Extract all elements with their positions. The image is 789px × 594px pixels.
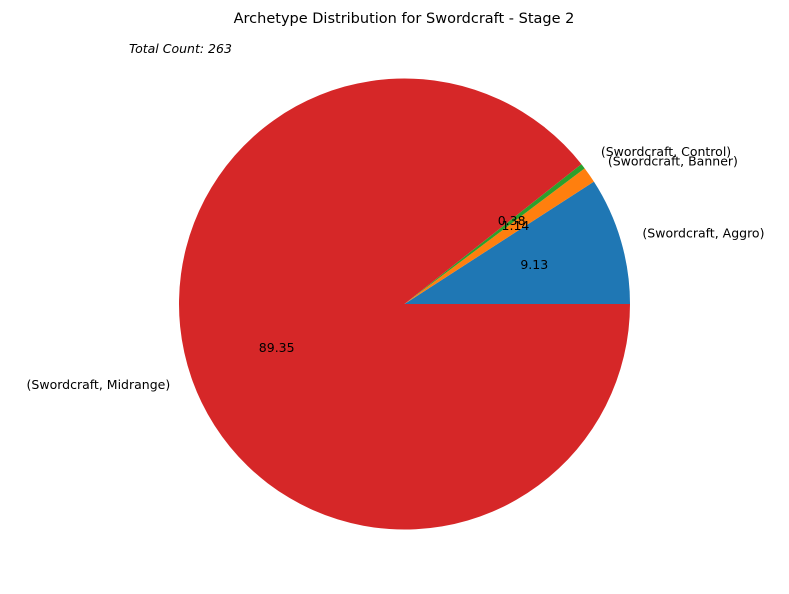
pie-slices <box>178 78 630 530</box>
pie-slice-swordcraft-aggro <box>404 181 630 304</box>
pie-slice-swordcraft-banner <box>404 168 594 304</box>
slice-value-label-swordcraft-control: 0.38 <box>498 213 526 228</box>
pie-slice-swordcraft-midrange <box>178 78 630 530</box>
slice-label-swordcraft-midrange: (Swordcraft, Midrange) <box>27 377 171 392</box>
slice-value-label-swordcraft-midrange: 89.35 <box>259 340 295 355</box>
total-count-annotation: Total Count: 263 <box>129 41 232 56</box>
pie-slice-swordcraft-control <box>404 164 585 304</box>
slice-label-swordcraft-aggro: (Swordcraft, Aggro) <box>642 225 764 240</box>
slice-value-label-swordcraft-aggro: 9.13 <box>520 257 548 272</box>
pie-labels: (Swordcraft, Aggro) 9.13 (Swordcraft, Bann… <box>27 144 765 392</box>
slice-label-swordcraft-banner: (Swordcraft, Banner) <box>608 154 738 169</box>
chart-title: Archetype Distribution for Swordcraft - … <box>234 11 575 27</box>
slice-value-label-swordcraft-banner: 1.14 <box>502 218 530 233</box>
slice-label-swordcraft-control: (Swordcraft, Control) <box>601 144 731 159</box>
